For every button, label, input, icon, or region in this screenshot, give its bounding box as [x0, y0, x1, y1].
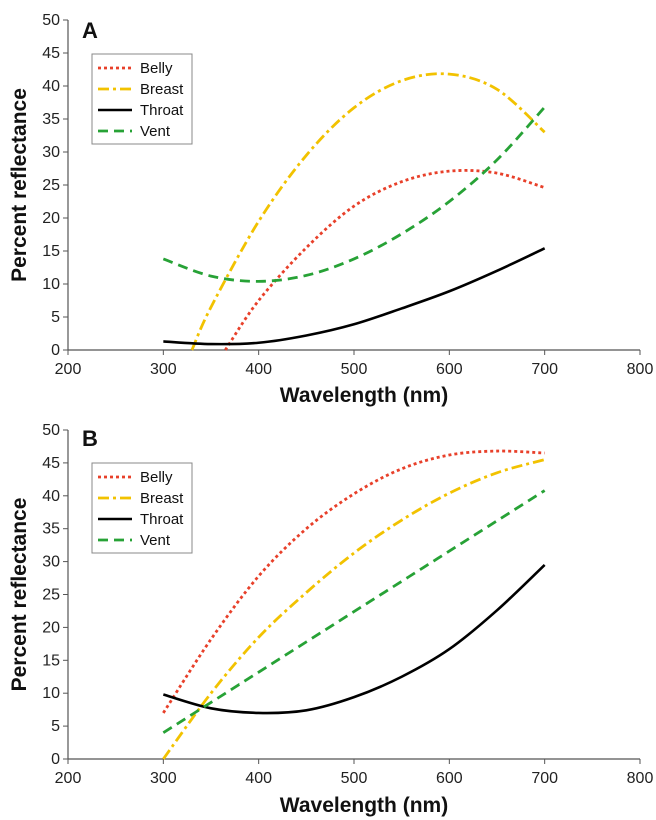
y-tick-label: 45: [42, 455, 60, 472]
x-tick-label: 800: [627, 770, 654, 787]
y-tick-label: 10: [42, 276, 60, 293]
x-tick-label: 600: [436, 770, 463, 787]
legend-box: [91, 462, 193, 554]
x-tick-label: 300: [150, 361, 177, 378]
legend-label-belly: Belly: [140, 60, 173, 77]
legend-label-vent: Vent: [140, 532, 171, 549]
y-tick-label: 45: [42, 45, 60, 62]
y-axis-label: Percent reflectance: [8, 88, 31, 282]
y-tick-label: 15: [42, 652, 60, 669]
chart-panel-B: 0 5 10 15 20 25 30 35 40 45 50 200 300 400 500 600 700 80…: [8, 422, 653, 817]
y-tick-label: 35: [42, 521, 60, 538]
legend-label-breast: Breast: [140, 81, 184, 98]
x-axis-label: Wavelength (nm): [280, 384, 448, 407]
legend: Belly Breast Throat Vent: [91, 53, 193, 145]
x-tick-label: 200: [55, 770, 82, 787]
x-axis-label: Wavelength (nm): [280, 794, 448, 817]
legend-label-belly: Belly: [140, 469, 173, 486]
y-tick-label: 0: [51, 751, 60, 768]
legend: Belly Breast Throat Vent: [91, 462, 193, 554]
y-tick-label: 40: [42, 488, 60, 505]
x-tick-label: 400: [245, 361, 272, 378]
series-line-vent: [162, 489, 546, 734]
panel-label: B: [82, 426, 98, 451]
legend-label-throat: Throat: [140, 511, 184, 528]
panel-label: A: [82, 18, 98, 43]
series-line-throat: [162, 563, 546, 715]
x-tick-label: 400: [245, 770, 272, 787]
legend-label-vent: Vent: [140, 123, 171, 140]
y-tick-label: 50: [42, 422, 60, 439]
y-axis-label: Percent reflectance: [8, 498, 31, 692]
x-tick-label: 700: [531, 770, 558, 787]
chart-panel-A: 0 5 10 15 20 25 30 35 40 45 50 200 300 400 500 600 700 80…: [8, 12, 653, 407]
series-line-belly: [224, 169, 546, 351]
series-line-breast: [190, 72, 546, 351]
y-tick-label: 50: [42, 12, 60, 29]
series-line-belly: [162, 449, 545, 714]
series-line-breast: [162, 458, 546, 760]
series-line-vent: [162, 106, 546, 283]
x-tick-label: 200: [55, 361, 82, 378]
y-tick-label: 5: [51, 309, 60, 326]
x-tick-label: 500: [341, 361, 368, 378]
y-tick-label: 5: [51, 718, 60, 735]
y-tick-label: 10: [42, 685, 60, 702]
y-tick-label: 35: [42, 111, 60, 128]
y-tick-label: 40: [42, 78, 60, 95]
y-tick-label: 20: [42, 619, 60, 636]
y-tick-label: 25: [42, 587, 60, 604]
y-tick-label: 30: [42, 554, 60, 571]
x-tick-label: 500: [341, 770, 368, 787]
y-tick-label: 0: [51, 342, 60, 359]
x-tick-label: 700: [531, 361, 558, 378]
legend-label-breast: Breast: [140, 490, 184, 507]
y-tick-label: 15: [42, 243, 60, 260]
series-line-throat: [163, 247, 546, 346]
y-tick-label: 20: [42, 210, 60, 227]
x-tick-label: 800: [627, 361, 654, 378]
legend-label-throat: Throat: [140, 102, 184, 119]
y-tick-label: 25: [42, 177, 60, 194]
x-tick-label: 600: [436, 361, 463, 378]
legend-box: [91, 53, 193, 145]
x-tick-label: 300: [150, 770, 177, 787]
y-tick-label: 30: [42, 144, 60, 161]
